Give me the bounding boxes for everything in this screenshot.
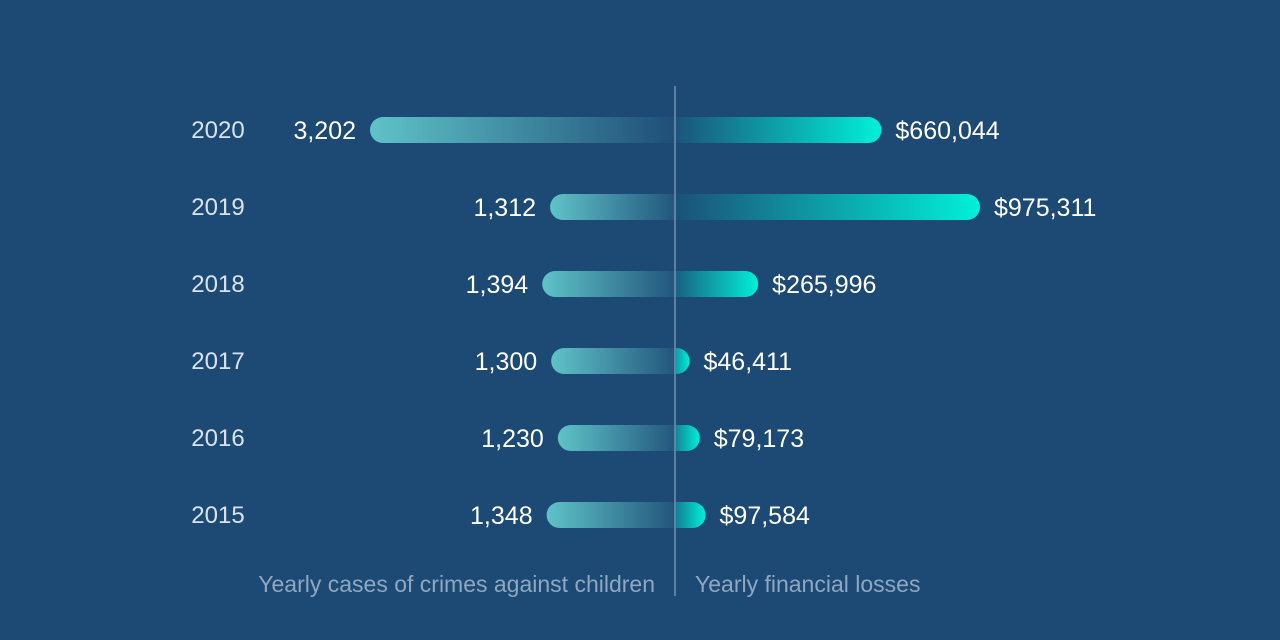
year-label: 2015 (191, 502, 244, 529)
losses-value-label: $97,584 (720, 502, 810, 530)
year-label: 2018 (191, 271, 244, 298)
bar-losses (676, 194, 980, 220)
left-caption: Yearly cases of crimes against children (258, 571, 655, 597)
bars-layer (370, 117, 980, 528)
losses-value-label: $660,044 (895, 117, 999, 145)
losses-value-label: $975,311 (994, 194, 1096, 222)
bar-losses (676, 502, 706, 528)
labels-layer: 2020 3,202 $660,044 2019 1,312 $975,311 2018 1,… (191, 117, 1096, 530)
bar-cases (546, 502, 676, 528)
cases-value-label: 1,312 (473, 194, 536, 222)
losses-value-label: $265,996 (772, 271, 876, 299)
bar-losses (676, 348, 690, 374)
losses-value-label: $79,173 (714, 425, 804, 453)
year-label: 2019 (191, 194, 244, 221)
bar-cases (370, 117, 676, 143)
year-label: 2020 (191, 117, 244, 144)
right-caption: Yearly financial losses (695, 571, 920, 597)
year-label: 2017 (191, 348, 244, 375)
cases-value-label: 1,348 (470, 502, 533, 530)
bar-losses (676, 271, 759, 297)
bar-cases (542, 271, 676, 297)
bar-cases (557, 425, 676, 451)
bar-losses (676, 117, 882, 143)
cases-value-label: 3,202 (293, 117, 356, 145)
bar-losses (676, 425, 700, 451)
year-label: 2016 (191, 425, 244, 452)
cases-value-label: 1,230 (481, 425, 544, 453)
cases-value-label: 1,300 (475, 348, 538, 376)
bar-cases (551, 348, 676, 374)
losses-value-label: $46,411 (704, 348, 793, 376)
bar-cases (550, 194, 676, 220)
cases-value-label: 1,394 (466, 271, 529, 299)
